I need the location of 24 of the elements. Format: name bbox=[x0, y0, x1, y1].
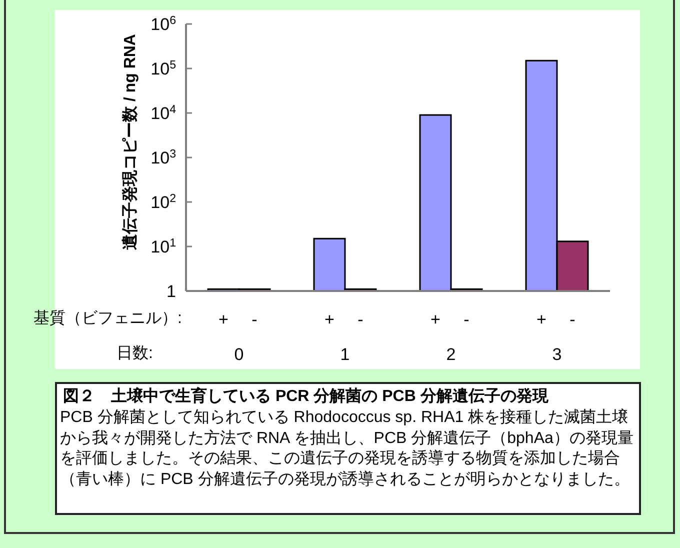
x-tick-label: 2 bbox=[446, 345, 456, 364]
series-label: + bbox=[218, 310, 229, 329]
x-tick-label: 3 bbox=[552, 345, 562, 364]
x-tick-label: 0 bbox=[234, 345, 244, 364]
y-tick-label: 10$^{6}$ bbox=[150, 15, 176, 34]
series-label: - bbox=[252, 310, 258, 329]
text: PCB 分解菌として知られている Rhodococcus sp. RHA1 株を接種した滅菌土壌から我々が開発した方法で RNA を抽出し、PCB 分解遺伝子（bphAa）の発現量を評価しました。その結果、この遺伝子の発現を誘導する物質を添加した場合（青い棒）に PCB 分解遺伝子の発現が誘導されることが明らかとなりました。 bbox=[60, 408, 634, 490]
y-tick-label: 10$^{3}$ bbox=[150, 148, 176, 168]
y-tick-label: 10$^{1}$ bbox=[150, 238, 176, 256]
text: + bbox=[536, 310, 546, 329]
text: + bbox=[324, 310, 334, 329]
y-tick-label: 10$^{2}$ bbox=[150, 193, 176, 212]
y-axis-title: 遺伝子発現コピー数 / ng RNA bbox=[122, 34, 140, 250]
text: - bbox=[464, 310, 470, 329]
text: - bbox=[358, 310, 364, 329]
text: - bbox=[570, 310, 576, 329]
y-tick-label: 10$^{5}$ bbox=[150, 60, 176, 78]
x-axis-title: 日数: bbox=[116, 344, 153, 364]
y-tick-label: 10$^{4}$ bbox=[150, 104, 177, 123]
text: 図２ 土壌中で生育している PCR 分解菌の PCB 分解遺伝子の発現 bbox=[62, 386, 550, 407]
y-tick-label: 1 bbox=[166, 282, 176, 301]
x-tick-label: 1 bbox=[340, 345, 350, 364]
legend-title: 基質（ビフェニル）: bbox=[32, 308, 182, 329]
text: + bbox=[430, 310, 440, 329]
